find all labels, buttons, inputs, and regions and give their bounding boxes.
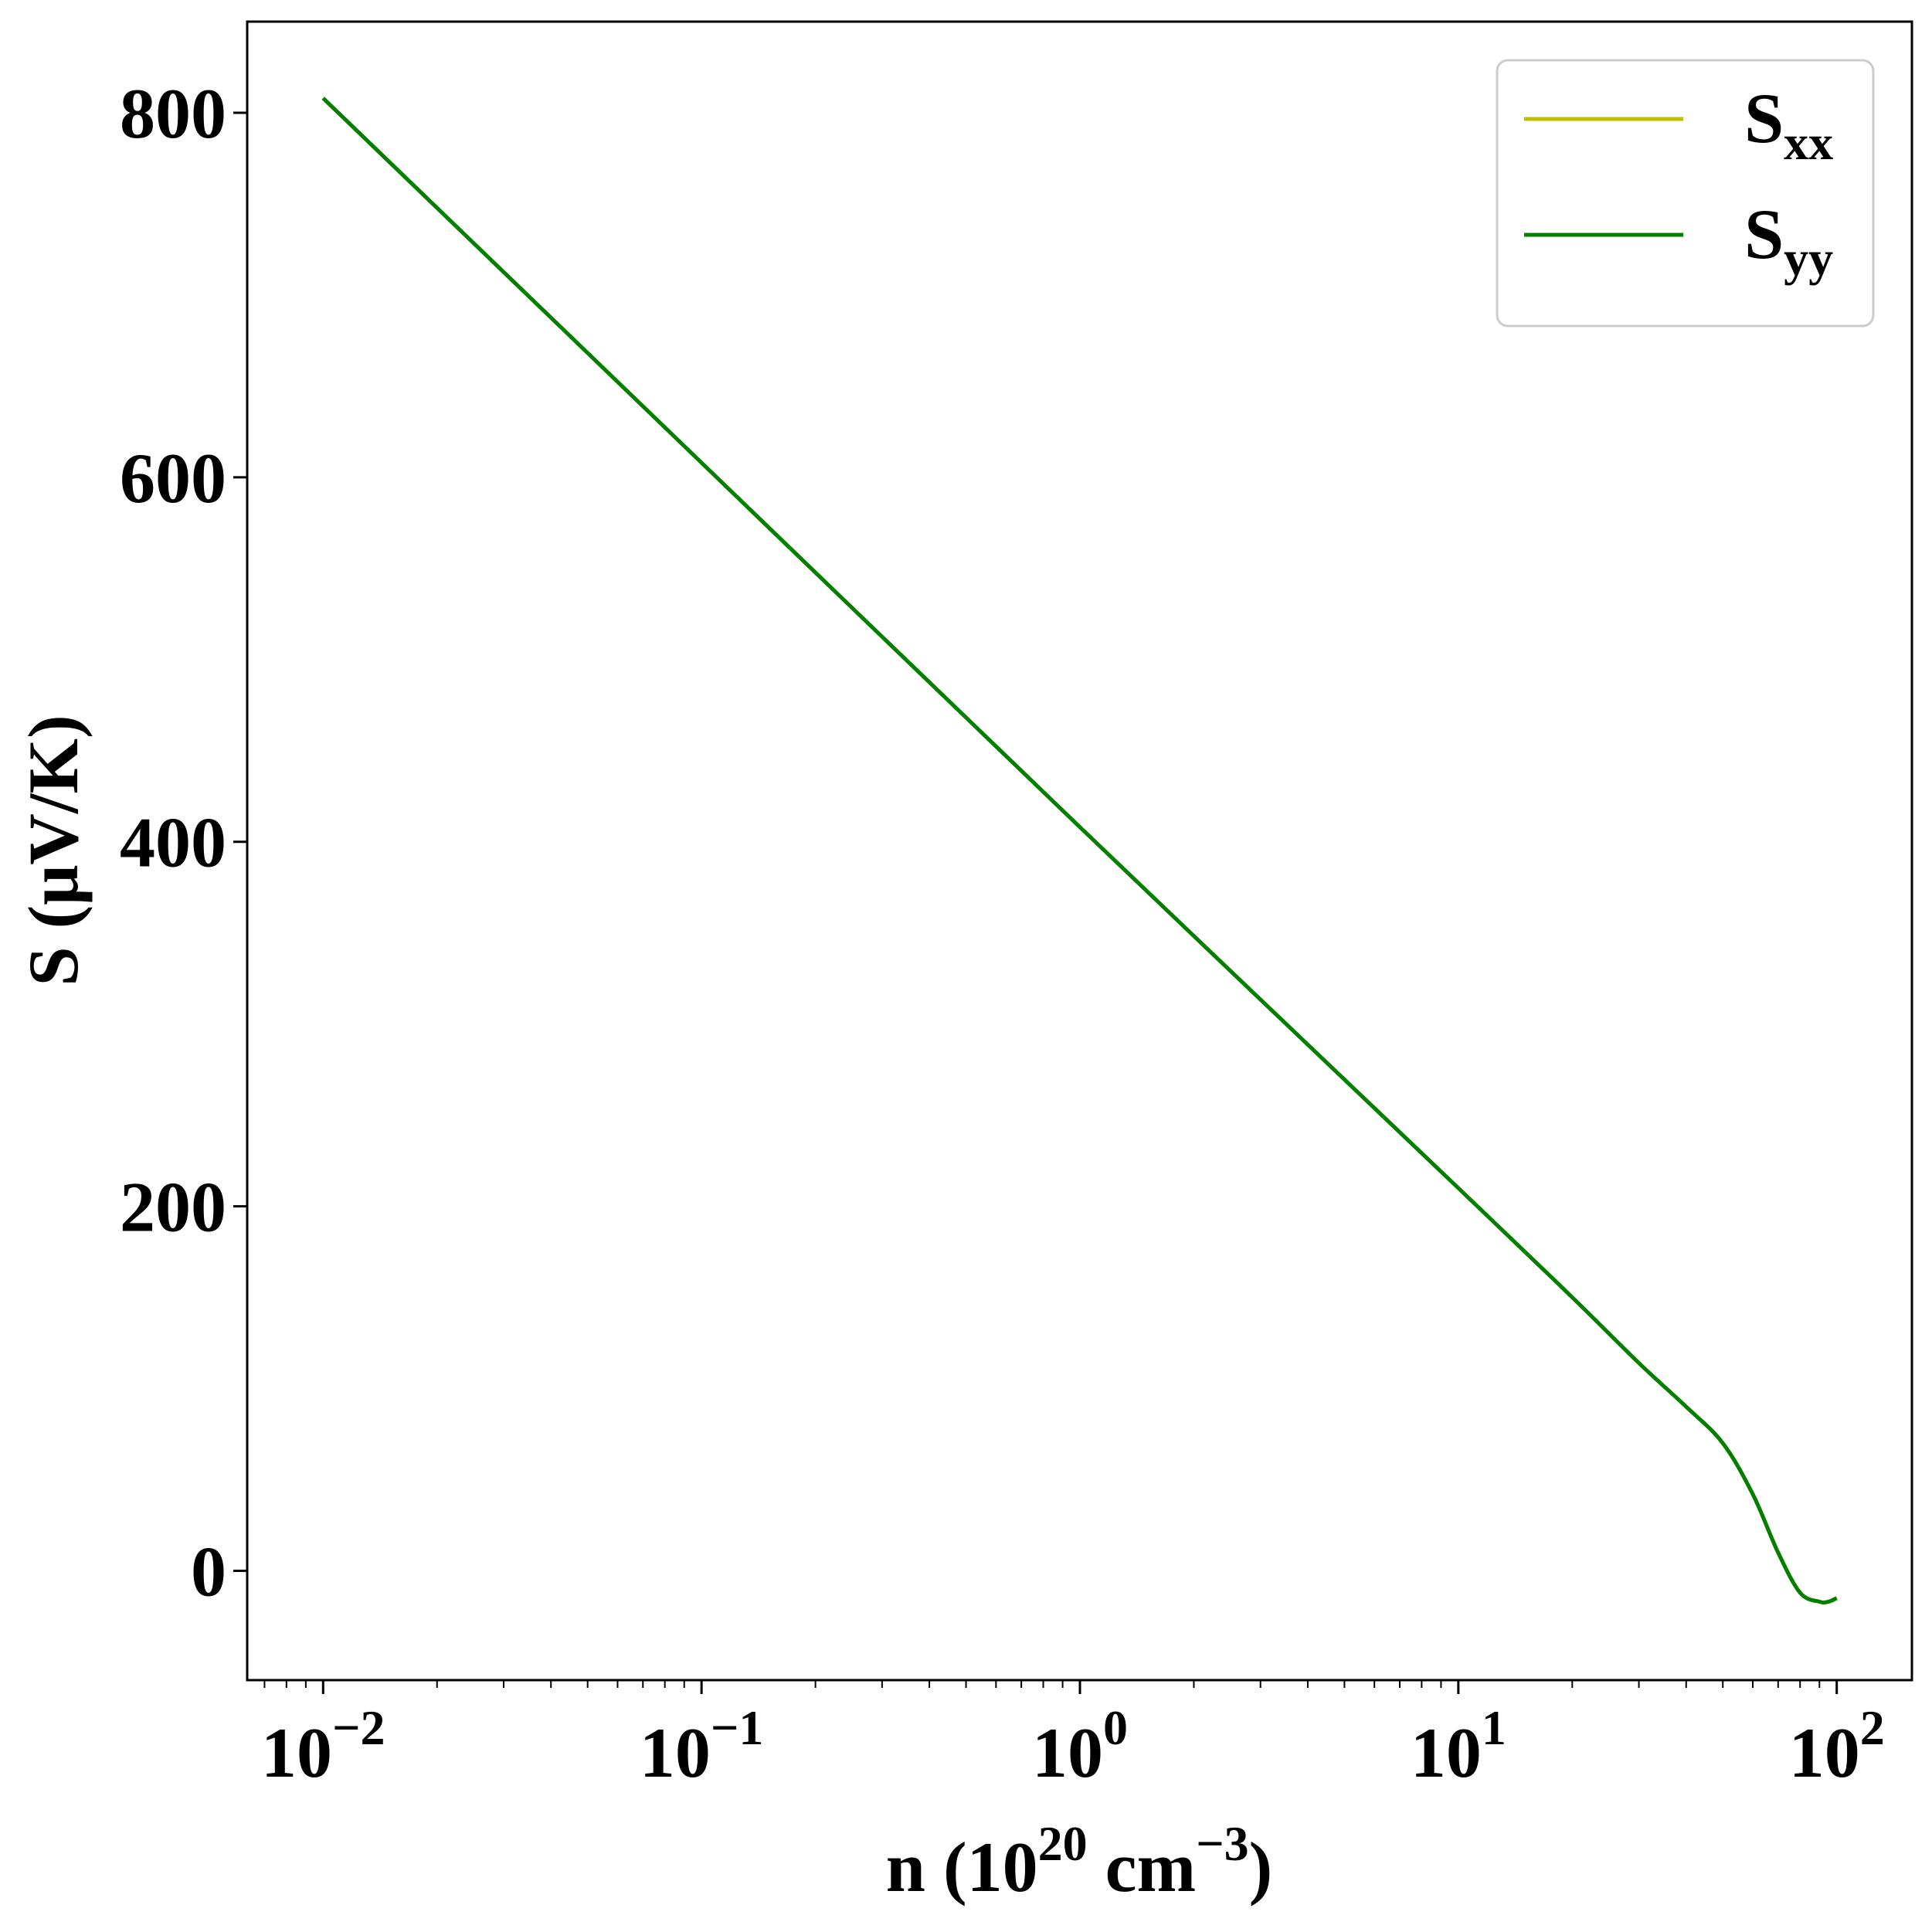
x-axis-label-mid: cm	[1088, 1828, 1196, 1906]
y-axis-label: S (μV/K)	[14, 715, 93, 986]
y-axis-ticks: 0 200 400 600 800	[120, 74, 247, 1611]
x-axis-label-sup1: 20	[1038, 1816, 1088, 1871]
y-tick-label: 0	[191, 1532, 226, 1611]
x-axis-label-sup2: −3	[1196, 1816, 1248, 1871]
series-line-Syy	[321, 97, 1838, 1605]
x-tick-label: 102	[1789, 1700, 1885, 1792]
y-tick-label: 400	[120, 803, 226, 882]
y-tick-label: 200	[120, 1168, 226, 1247]
x-axis-label-main: n (10	[886, 1828, 1038, 1906]
x-axis-label: n (1020 cm−3)	[886, 1816, 1272, 1906]
x-tick-label: 10−2	[261, 1700, 385, 1792]
x-axis-label-end: )	[1249, 1828, 1273, 1906]
legend-label-xx: Sxx	[1744, 79, 1833, 170]
x-tick-label: 101	[1411, 1700, 1506, 1792]
plot-frame	[246, 20, 1913, 1682]
series-layer	[321, 97, 1838, 1605]
y-tick-label: 800	[120, 74, 226, 153]
y-tick-label: 600	[120, 439, 226, 518]
legend-label-yy: Syy	[1744, 195, 1833, 286]
x-tick-label: 100	[1032, 1700, 1128, 1792]
x-axis-ticks: 10−2 10−1 100 101 102	[261, 1680, 1885, 1792]
legend-entries: Sxx Syy	[1524, 79, 1833, 286]
x-tick-label: 10−1	[640, 1700, 763, 1792]
legend: Sxx Syy	[1496, 59, 1875, 328]
legend-box	[1496, 59, 1875, 328]
